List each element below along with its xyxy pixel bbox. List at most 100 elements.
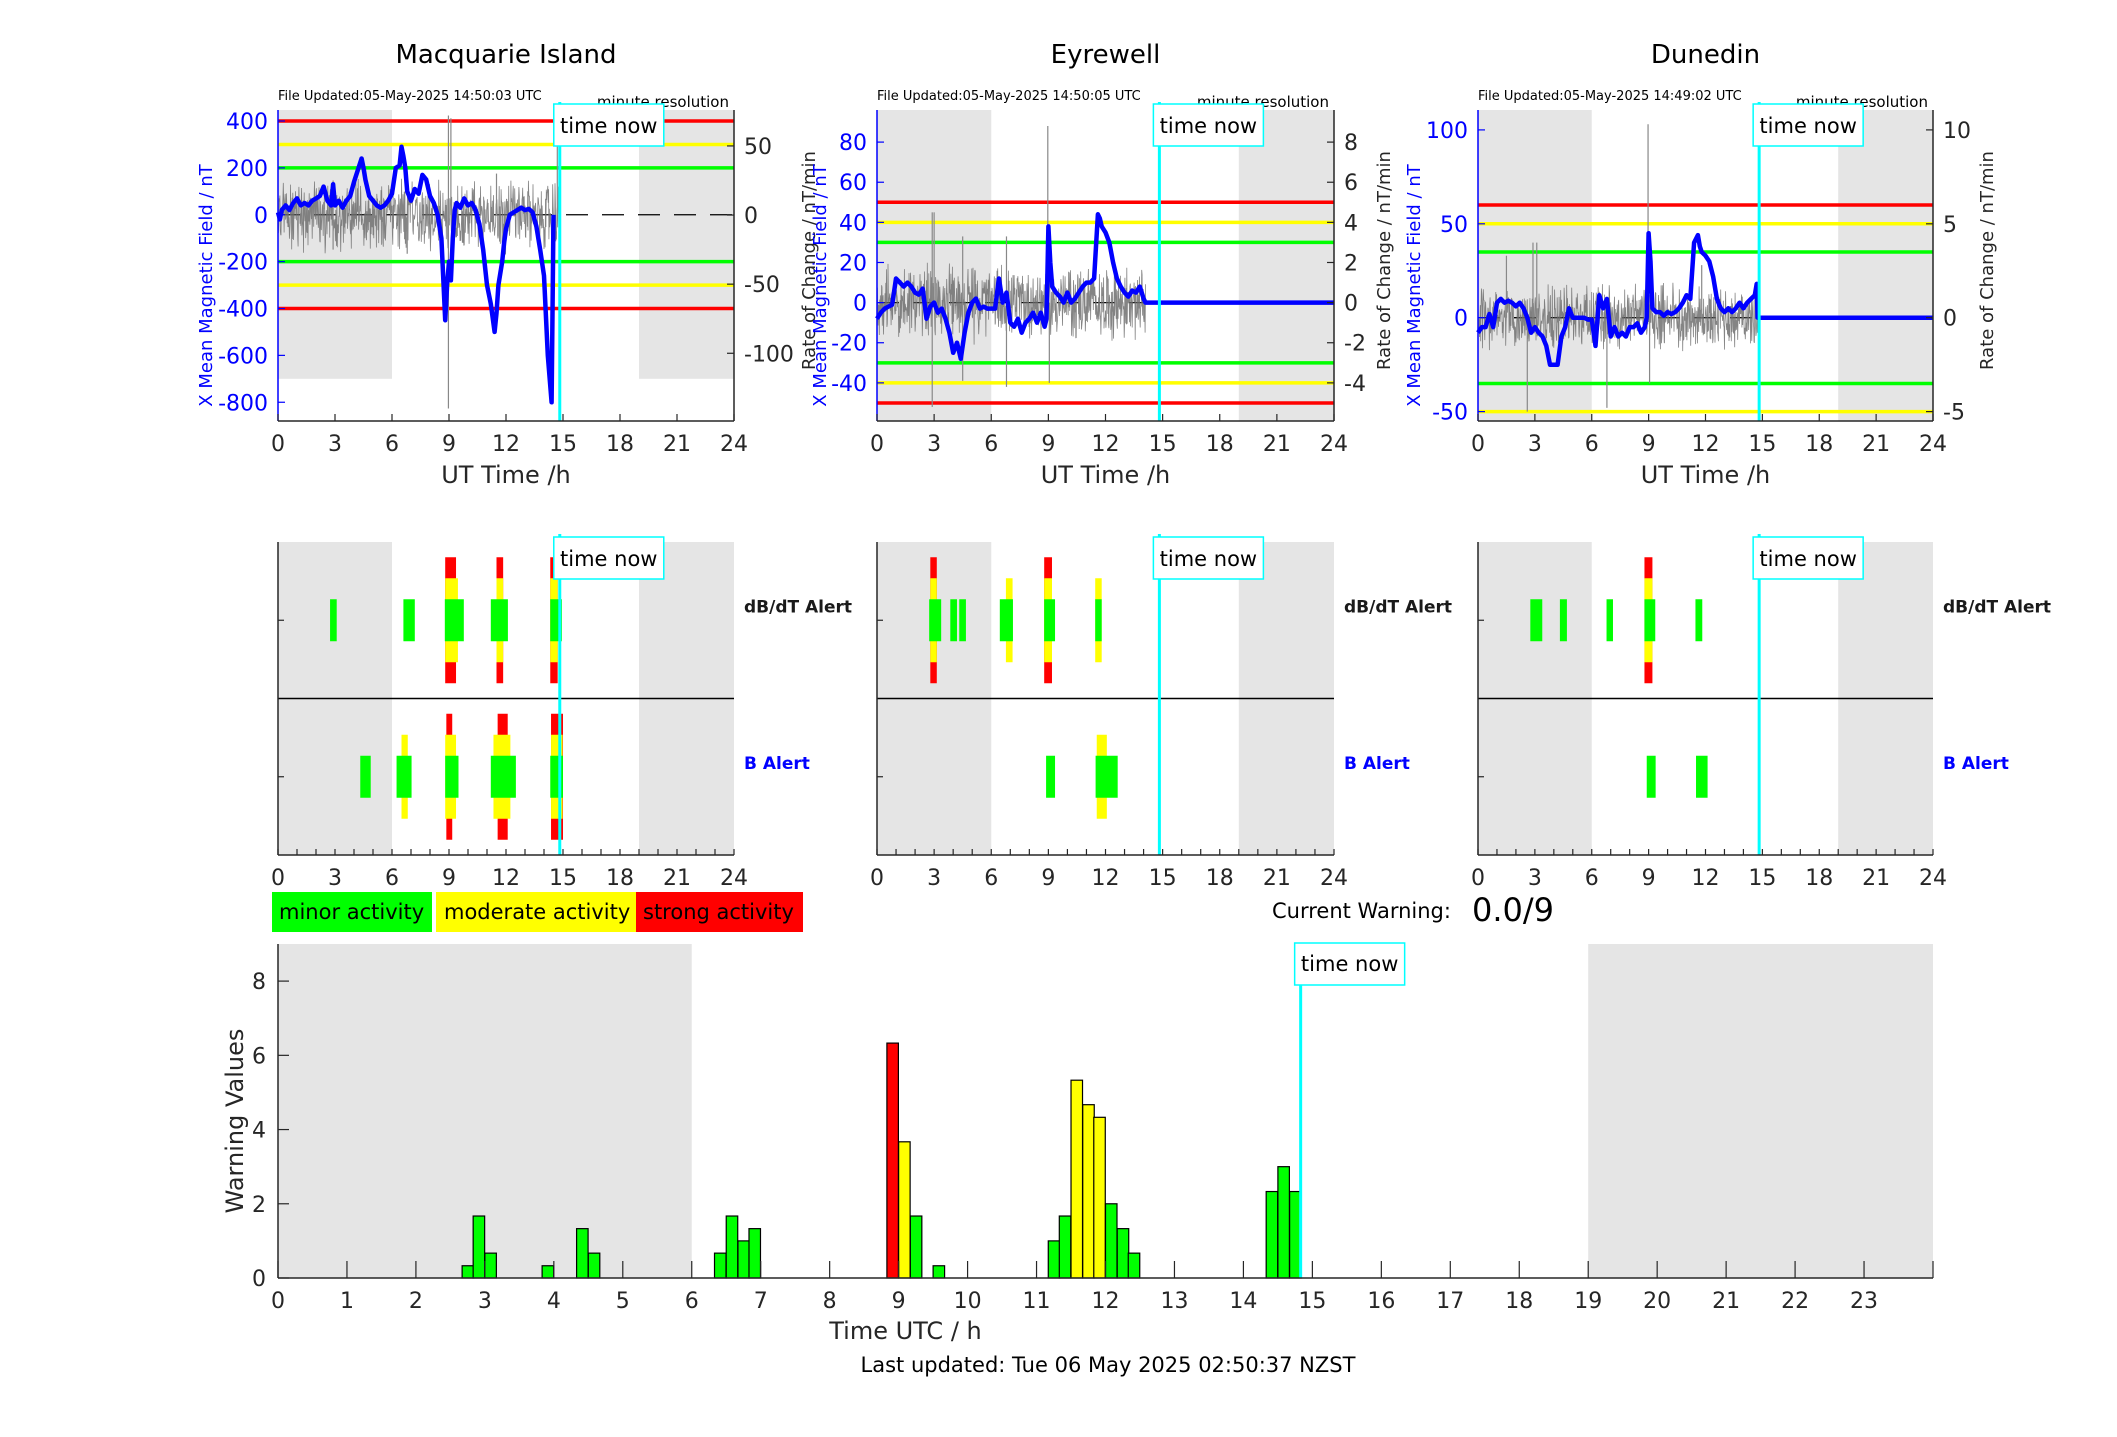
y-tick-label: 50 [1440,213,1468,238]
y-tick-label: 2 [252,1193,266,1218]
x-tick-label: 20 [1643,1289,1671,1314]
x-tick-label: 9 [1041,866,1055,891]
legend-label-moderate: moderate activity [444,900,630,924]
warning-bar-green [1047,1240,1061,1279]
x-tick-label: 16 [1367,1289,1395,1314]
x-tick-label: 12 [492,432,520,457]
plot-title: Eyrewell [1051,40,1161,70]
y-axis-label: Warning Values [221,1029,249,1214]
warning-bar-green [932,1265,946,1279]
warning-bar-yellow [1082,1104,1095,1279]
alert-segment-minor [396,755,412,798]
warning-bar-green [541,1265,555,1279]
current-warning-label: Current Warning: [1272,899,1451,923]
x-tick-label: 19 [1574,1289,1602,1314]
alert-segment-minor [1696,755,1708,798]
night-band [1238,110,1334,421]
warning-bar-yellow [1093,1116,1106,1279]
x-tick-label: 9 [1642,866,1656,891]
y-tick-label: 0 [254,204,268,229]
night-band [639,110,734,379]
alert-segment-minor [445,755,459,798]
x-tick-label: 10 [954,1289,982,1314]
x-tick-label: 0 [1471,432,1485,457]
y-axis-label: X Mean Magnetic Field / nT [196,163,217,406]
y-tick-label: 40 [839,211,867,236]
x-tick-label: 1 [340,1289,354,1314]
alert-plot-dunedin: dB/dT Alert B Alert time now 0 3 6 9 12 15 18 21 24 [1471,534,2051,891]
rate-of-change-line [277,178,561,255]
warning-bar-green [1104,1203,1118,1279]
x-tick-label: 12 [1692,432,1720,457]
alert-plots: dB/dT Alert B Alert time now 0 3 6 9 12 15 18 21 24… [271,534,2051,891]
x-tick-label: 24 [1919,866,1947,891]
x-tick-label: 12 [1092,866,1120,891]
time-now-box [1752,103,1864,147]
x-tick-label: 15 [1298,1289,1326,1314]
y-right-tick-label: 0 [1344,292,1358,317]
y-right-tick-label: 50 [744,135,772,160]
y-tick-label: 0 [853,292,867,317]
time-now-label: time now [1160,547,1257,571]
x-tick-label: 9 [1041,432,1055,457]
y-right-tick-label: -50 [744,273,780,298]
x-tick-label: 0 [271,1289,285,1314]
y-tick-label: 400 [226,110,268,135]
rate-of-change-line [1477,282,1759,352]
alert-segment-minor [1646,755,1656,798]
alert-segment-minor [959,599,966,642]
alert-segment-minor [1530,599,1543,642]
y-right-tick-label: 10 [1943,119,1971,144]
x-tick-label: 15 [1748,432,1776,457]
x-tick-label: 2 [409,1289,423,1314]
x-tick-label: 18 [606,432,634,457]
warning-bar-green [484,1252,497,1279]
y-tick-label: 4 [252,1119,266,1144]
alert-segment-minor [1044,599,1056,642]
x-tick-label: 6 [1585,866,1599,891]
x-tick-label: 24 [1919,432,1947,457]
alert-segment-minor [929,599,942,642]
alert-row-label: dB/dT Alert [1943,597,2051,617]
x-tick-label: 9 [892,1289,906,1314]
time-now-label: time now [1160,114,1257,138]
x-tick-label: 24 [1320,432,1348,457]
warning-bar-green [713,1252,727,1279]
y-tick-label: 8 [252,970,266,995]
x-tick-label: 3 [328,866,342,891]
time-now-label: time now [560,547,657,571]
x-tick-label: 0 [870,432,884,457]
x-tick-label: 12 [1692,866,1720,891]
alert-segment-minor [490,755,516,798]
warning-bar-yellow [1070,1079,1084,1279]
x-tick-label: 15 [549,866,577,891]
x-tick-label: 6 [385,866,399,891]
x-tick-label: 17 [1436,1289,1464,1314]
x-tick-label: 21 [1862,432,1890,457]
warning-bar-green [1127,1252,1141,1279]
last-updated: Last updated: Tue 06 May 2025 02:50:37 N… [861,1353,1356,1377]
alert-segment-minor [403,599,415,642]
alert-segment-minor [950,599,957,642]
warning-bar-green [472,1215,486,1279]
plot-macquarie: Macquarie Island File Updated:05-May-2025… [196,40,820,489]
plot-dunedin: Dunedin File Updated:05-May-2025 14:49:02… [1404,40,1998,489]
x-tick-label: 18 [1505,1289,1533,1314]
x-tick-label: 14 [1229,1289,1257,1314]
y-right-tick-label: 0 [1943,307,1957,332]
night-band [1588,944,1933,1278]
y-tick-label: -600 [218,344,268,369]
warning-bar-green [575,1228,589,1279]
alert-plot-macquarie: dB/dT Alert B Alert time now 0 3 6 9 12 15 18 21 24 [271,534,852,891]
warning-bar-green [909,1215,923,1279]
x-tick-label: 9 [442,866,456,891]
x-tick-label: 3 [1528,432,1542,457]
warning-bar-green [725,1215,739,1279]
legend-label-minor: minor activity [279,900,424,924]
x-axis-label: UT Time /h [441,461,571,489]
legend-swatch-strong [636,892,803,932]
time-now-box [1152,103,1265,147]
y-right-tick-label: 8 [1344,131,1358,156]
warning-bar-green [737,1240,751,1279]
